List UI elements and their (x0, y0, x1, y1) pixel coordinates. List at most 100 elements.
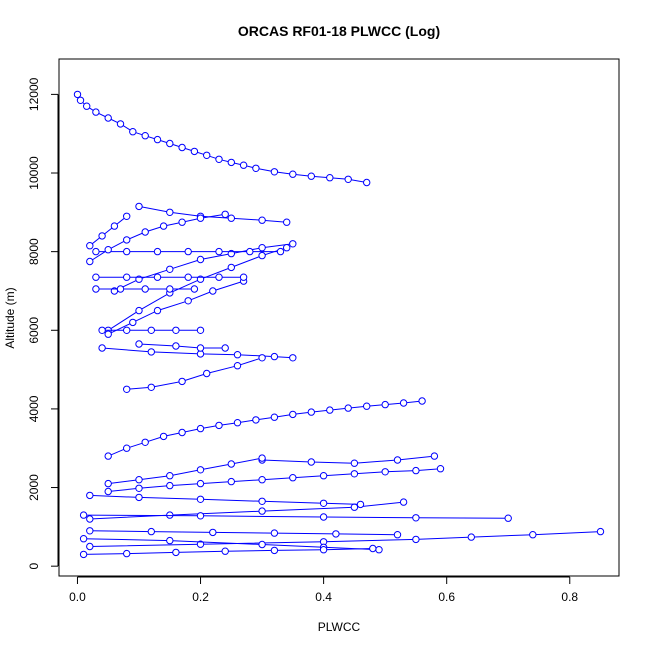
data-point (246, 247, 254, 256)
data-point (172, 548, 180, 557)
data-point (289, 474, 297, 482)
data-point (319, 499, 328, 507)
data-point (319, 546, 328, 554)
data-point (141, 285, 149, 293)
x-tick-label: 0.4 (315, 590, 332, 604)
data-point (166, 536, 174, 545)
data-point (350, 503, 359, 511)
series-line (262, 455, 435, 464)
data-point (258, 540, 266, 549)
data-point (92, 247, 100, 256)
data-point (86, 515, 94, 523)
data-point (135, 493, 143, 502)
series-1 (104, 397, 426, 460)
series-line (138, 205, 287, 223)
series-8 (98, 344, 297, 362)
series-line (114, 243, 293, 292)
data-point (184, 273, 192, 281)
data-point (153, 273, 162, 281)
data-point (83, 102, 91, 110)
data-point (110, 222, 119, 230)
data-point (184, 297, 192, 305)
data-point (258, 476, 266, 484)
data-point (307, 172, 315, 180)
data-point (227, 214, 236, 222)
data-point (123, 236, 131, 244)
data-point (153, 135, 162, 144)
y-tick-label: 8000 (27, 238, 41, 265)
data-point (196, 466, 205, 474)
data-point (196, 540, 205, 548)
data-point (227, 460, 236, 468)
data-point (190, 147, 199, 156)
data-point (270, 352, 279, 361)
data-point (209, 287, 217, 295)
data-point (196, 424, 205, 433)
data-point (86, 542, 94, 551)
data-point (153, 247, 162, 256)
data-point (283, 244, 291, 252)
y-tick-label: 0 (27, 563, 41, 570)
data-point (116, 120, 125, 128)
y-tick-label: 6000 (27, 317, 41, 344)
data-point (430, 452, 439, 460)
data-point (123, 549, 131, 558)
data-point (596, 527, 605, 536)
series-16 (98, 326, 205, 334)
data-point (393, 456, 402, 464)
data-point (258, 251, 266, 260)
data-point (135, 484, 143, 492)
data-point (289, 354, 297, 362)
data-point (123, 273, 131, 281)
data-point (116, 285, 125, 293)
data-point (215, 247, 223, 256)
series-line (126, 357, 263, 390)
series-4 (86, 527, 605, 551)
data-point (289, 170, 297, 178)
series-5 (86, 498, 408, 523)
data-point (166, 511, 174, 519)
data-point (79, 535, 88, 543)
data-point (104, 487, 112, 496)
data-point (227, 263, 236, 272)
data-point (381, 400, 389, 409)
series-2 (104, 465, 445, 496)
series-line (89, 215, 128, 247)
data-point (399, 399, 408, 407)
data-point (215, 155, 223, 164)
data-point (319, 472, 328, 480)
data-point (129, 318, 137, 327)
data-point (147, 383, 156, 391)
data-point (147, 326, 156, 334)
data-point (375, 546, 383, 554)
data-point (399, 498, 408, 506)
data-point (270, 529, 279, 537)
data-point (233, 362, 242, 370)
data-point (258, 497, 266, 505)
data-point (252, 164, 260, 173)
y-axis: 0 2000 4000 6000 8000 10000 12000 (27, 77, 59, 570)
data-point (147, 527, 156, 536)
y-axis-label: Altitude (m) (3, 287, 17, 348)
data-point (233, 351, 242, 359)
series-15 (92, 285, 199, 293)
data-point (326, 174, 334, 182)
data-point (86, 242, 94, 250)
chart-title: ORCAS RF01-18 PLWCC (Log) (238, 23, 440, 39)
data-point (393, 531, 402, 539)
data-point (104, 330, 112, 338)
data-point (319, 513, 328, 521)
data-point (166, 285, 174, 293)
series-18 (86, 210, 229, 266)
x-tick-label: 0.6 (438, 590, 455, 604)
x-tick-label: 0.0 (69, 590, 86, 604)
x-axis-label: PLWCC (318, 620, 361, 634)
data-point (123, 212, 131, 221)
series-10 (110, 240, 297, 295)
data-point (92, 273, 100, 281)
data-point (166, 472, 174, 480)
data-point (227, 477, 236, 486)
data-point (129, 128, 137, 136)
series-11 (104, 244, 291, 334)
data-point (196, 479, 205, 488)
